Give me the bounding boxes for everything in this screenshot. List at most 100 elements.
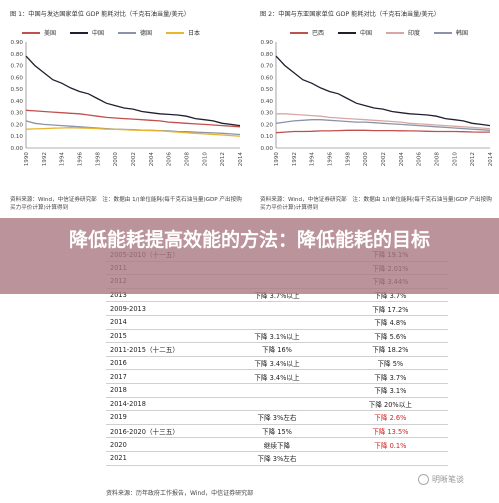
table-row: 2009-2013 下降 17.2% xyxy=(106,301,448,316)
chart2-source: 资料来源：Wind，中信证券研究部 注：数据由 1/(单位能耗(每千克石油当量)… xyxy=(260,197,492,211)
table-row: 2021 下降 3%左右 xyxy=(106,451,448,466)
actual-cell: 下降 3.1% xyxy=(332,383,448,398)
legend-swatch xyxy=(434,31,453,34)
legend-item: 日本 xyxy=(166,28,200,37)
target-cell: 下降 15% xyxy=(221,424,333,439)
table-source: 资料来源：历年政府工作报告，Wind，中信证券研究部 xyxy=(106,490,254,497)
target-cell xyxy=(221,397,333,412)
y-tick-label: 0.00 xyxy=(11,146,24,152)
x-tick-label: 2012 xyxy=(470,152,476,166)
x-tick-label: 1996 xyxy=(328,152,334,167)
x-tick-label: 2000 xyxy=(113,152,119,167)
x-tick-label: 2006 xyxy=(167,152,173,167)
year-cell: 2018 xyxy=(106,383,222,398)
legend-swatch xyxy=(118,31,137,34)
legend-item: 韩国 xyxy=(434,28,468,37)
legend-label: 韩国 xyxy=(456,30,469,37)
x-tick-label: 2014 xyxy=(488,152,494,167)
table-row: 2016-2020（十三五） 下降 15% 下降 13.5% xyxy=(106,424,448,439)
series-line xyxy=(275,55,491,127)
legend-swatch xyxy=(290,31,308,34)
legend-swatch xyxy=(166,31,185,34)
x-tick-label: 1994 xyxy=(310,152,316,167)
y-tick-label: 0.80 xyxy=(11,52,24,58)
legend-item: 中国 xyxy=(338,28,372,37)
x-tick-label: 2004 xyxy=(399,152,405,167)
legend-label: 中国 xyxy=(92,30,105,37)
year-cell: 2019 xyxy=(106,410,222,425)
x-tick-label: 2012 xyxy=(220,152,226,166)
target-cell: 下降 3%左右 xyxy=(221,410,333,425)
y-tick-label: 0.90 xyxy=(11,40,24,46)
legend-label: 德国 xyxy=(140,30,153,37)
x-tick-label: 2002 xyxy=(131,152,137,166)
target-cell xyxy=(221,315,333,330)
y-tick-label: 0.30 xyxy=(261,111,274,117)
y-tick-label: 0.10 xyxy=(11,134,24,140)
y-tick-label: 0.50 xyxy=(11,87,24,93)
table-row: 2020 继续下降 下降 0.1% xyxy=(106,437,448,452)
target-cell: 继续下降 xyxy=(221,437,333,452)
y-tick-label: 0.40 xyxy=(261,99,274,105)
x-tick-label: 2010 xyxy=(452,152,458,167)
y-tick-label: 0.60 xyxy=(11,75,24,81)
legend-label: 印度 xyxy=(408,30,421,37)
table-row: 2014 下降 4.8% xyxy=(106,315,448,330)
series-line xyxy=(275,129,490,134)
y-tick-label: 0.10 xyxy=(261,134,274,140)
legend-swatch xyxy=(338,31,357,34)
y-tick-label: 0.50 xyxy=(261,87,274,93)
x-tick-label: 2004 xyxy=(149,152,155,167)
x-tick-label: 1992 xyxy=(292,152,298,166)
x-tick-label: 1994 xyxy=(60,152,66,167)
x-tick-label: 2002 xyxy=(381,152,387,166)
y-tick-label: 0.00 xyxy=(261,146,274,152)
series-line xyxy=(25,55,241,127)
x-tick-label: 1992 xyxy=(42,152,48,166)
series-line xyxy=(275,119,491,131)
chart1-plot: 0.00 0.10 0.20 0.30 0.40 0.50 0.60 0.70 0.80 0.90… xyxy=(11,40,244,167)
legend-item: 德国 xyxy=(118,28,152,37)
table-row: 2015 下降 3.1%以上 下降 5.6% xyxy=(106,329,448,344)
banner-title: 降低能耗提高效能的方法：降低能耗的目标 xyxy=(68,229,430,251)
legend-item: 中国 xyxy=(70,28,104,37)
year-cell: 2016 xyxy=(106,356,222,371)
title-banner xyxy=(0,218,499,294)
chart1-title: 图 1：中国与发达国家单位 GDP 能耗对比（千克石油当量/美元） xyxy=(10,11,190,18)
target-cell: 下降 16% xyxy=(221,342,333,357)
y-tick-label: 0.30 xyxy=(11,111,24,117)
legend-label: 巴西 xyxy=(312,30,325,37)
chart2-title: 图 2：中国与东亚国家单位 GDP 能耗对比（千克石油当量/美元） xyxy=(260,11,440,18)
x-tick-label: 2006 xyxy=(417,152,423,167)
table-row: 2019 下降 3%左右 下降 2.6% xyxy=(106,410,448,425)
target-cell: 下降 3.4%以上 xyxy=(221,369,333,384)
y-tick-label: 0.40 xyxy=(11,99,24,105)
legend-item: 美国 xyxy=(22,28,56,37)
target-cell xyxy=(221,383,333,398)
actual-cell: 下降 5% xyxy=(332,356,448,371)
table-row: 2014-2018 下降 20%以上 xyxy=(106,397,448,412)
y-tick-label: 0.20 xyxy=(11,122,24,128)
actual-cell: 下降 0.1% xyxy=(332,437,448,452)
y-tick-label: 0.20 xyxy=(261,122,274,128)
watermark-icon xyxy=(418,474,429,485)
y-tick-label: 0.70 xyxy=(261,64,274,70)
table-row: 2011-2015（十二五） 下降 16% 下降 18.2% xyxy=(106,342,448,357)
x-tick-label: 1998 xyxy=(95,152,101,167)
x-tick-label: 1990 xyxy=(274,152,280,167)
table-row: 2017 下降 3.4%以上 下降 3.7% xyxy=(106,369,448,384)
actual-cell: 下降 5.6% xyxy=(332,329,448,344)
chart2-legend: 巴西 中国 印度 韩国 xyxy=(290,28,468,37)
year-cell: 2009-2013 xyxy=(106,301,222,316)
year-cell: 2021 xyxy=(106,451,222,466)
legend-swatch xyxy=(70,31,89,34)
actual-cell xyxy=(332,451,448,466)
year-cell: 2014-2018 xyxy=(106,397,222,412)
actual-cell: 下降 17.2% xyxy=(332,301,448,316)
legend-item: 巴西 xyxy=(290,28,324,37)
actual-cell: 下降 18.2% xyxy=(332,342,448,357)
watermark-text: 明晰笔谈 xyxy=(432,475,464,484)
actual-cell: 下降 4.8% xyxy=(332,315,448,330)
series-line xyxy=(25,109,241,128)
chart1-source: 资料来源：Wind，中信证券研究部 注：数据由 1/(单位能耗(每千克石油当量)… xyxy=(10,197,242,211)
